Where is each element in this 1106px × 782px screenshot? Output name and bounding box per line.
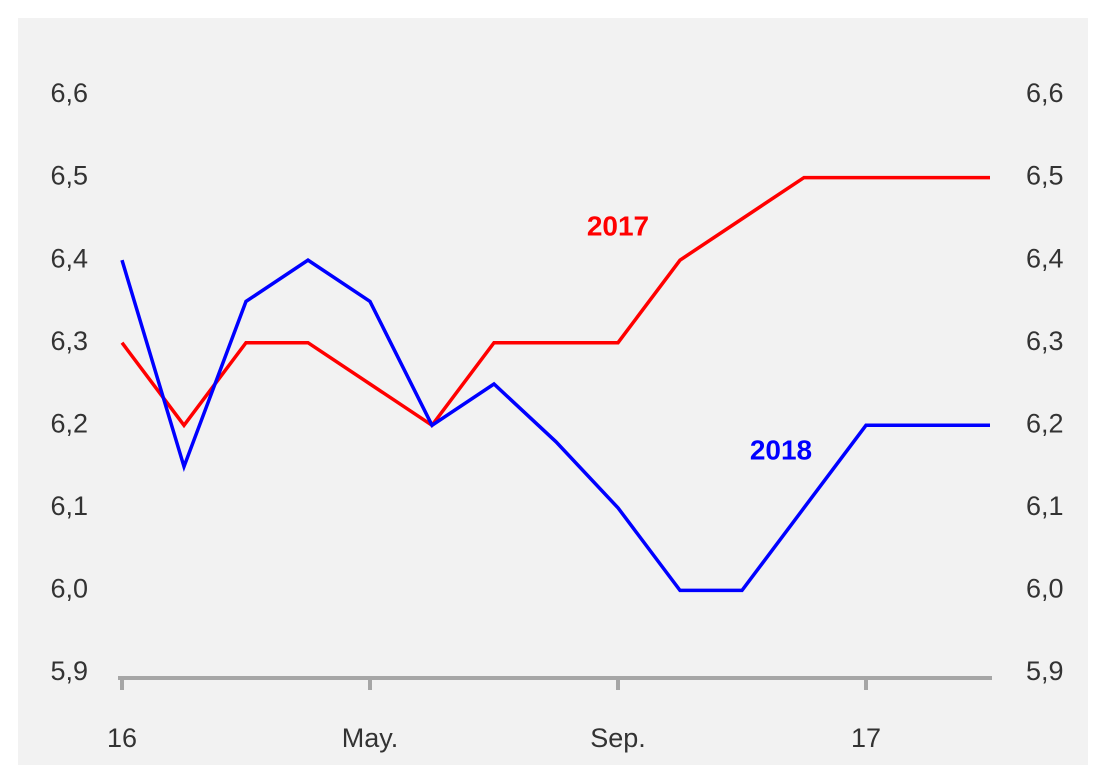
- y2-tick-label: 6,2: [1026, 408, 1064, 438]
- y-tick-label: 6,1: [50, 491, 88, 521]
- y-tick-label: 6,0: [50, 574, 88, 604]
- series-label: 2017: [587, 210, 649, 241]
- y-tick-label: 6,4: [50, 243, 88, 273]
- y2-tick-label: 6,1: [1026, 491, 1064, 521]
- line-series: [120, 258, 990, 593]
- y2-tick-label: 6,3: [1026, 326, 1064, 356]
- y2-tick-label: 6,6: [1026, 78, 1064, 108]
- x-tick-label: Sep.: [590, 723, 646, 753]
- series-label: 2018: [750, 434, 812, 465]
- y2-tick-label: 6,0: [1026, 574, 1064, 604]
- y2-tick-label: 6,4: [1026, 243, 1064, 273]
- y-tick-label: 6,6: [50, 78, 88, 108]
- y-tick-label: 6,5: [50, 161, 88, 191]
- y-tick-label: 6,2: [50, 408, 88, 438]
- y2-tick-label: 5,9: [1026, 656, 1064, 686]
- x-tick-label: May.: [342, 723, 399, 753]
- y-tick-label: 5,9: [50, 656, 88, 686]
- y-tick-label: 6,3: [50, 326, 88, 356]
- x-tick-label: 16: [107, 723, 137, 753]
- chart-background: [18, 18, 1088, 765]
- line-series: [120, 175, 990, 429]
- x-tick-label: 17: [851, 723, 881, 753]
- y2-tick-label: 6,5: [1026, 161, 1064, 191]
